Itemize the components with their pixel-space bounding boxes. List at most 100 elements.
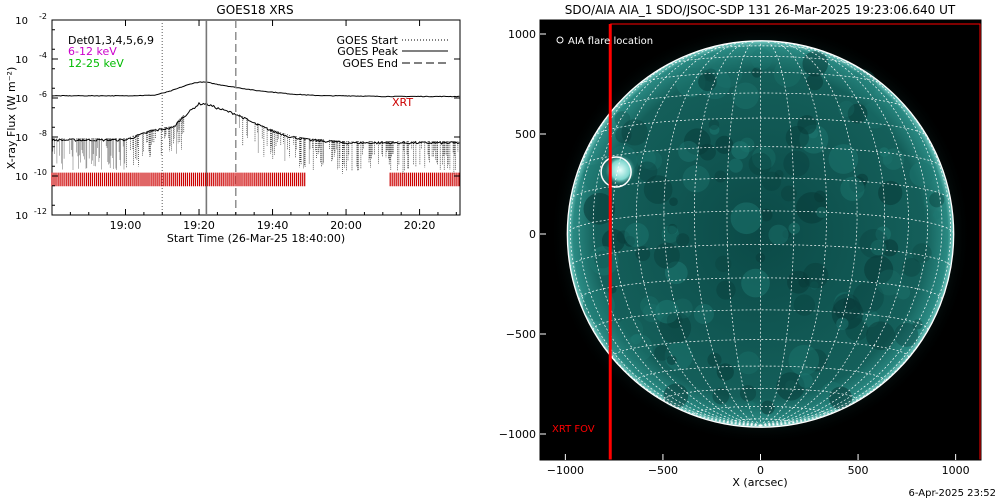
disk-texture-patch (732, 82, 759, 110)
footer-timestamp: 6-Apr-2025 23:52 (909, 488, 996, 499)
aia-y-tick-label: 0 (529, 228, 536, 241)
aia-legend-circle-icon (556, 36, 564, 44)
disk-texture-patch (804, 349, 828, 372)
disk-texture-patch (636, 149, 656, 169)
disk-texture-patch (715, 135, 734, 154)
goes-y-tick-label: 10 (15, 55, 28, 66)
disk-texture-patch (715, 255, 732, 273)
longitude-line (760, 76, 952, 427)
disk-texture-patch (836, 317, 849, 330)
disk-texture-patch (714, 170, 727, 183)
disk-texture-patch (716, 280, 736, 300)
disk-texture-patch (776, 372, 805, 401)
disk-texture-patch (816, 206, 828, 218)
legend-goes-peak: GOES Peak (337, 45, 398, 58)
disk-texture-patch (828, 144, 859, 174)
disk-texture-patch (787, 270, 810, 294)
disk-texture-patch (879, 147, 889, 158)
longitude-line (694, 40, 761, 427)
xrt-label: XRT (392, 96, 413, 109)
disk-texture-patch (759, 208, 773, 222)
longitude-line (612, 42, 761, 427)
solar-limb (566, 40, 955, 428)
goes-y-axis-label: X-ray Flux (W m⁻²) (5, 67, 18, 169)
disk-texture-patch (840, 176, 865, 201)
goes-plot-area (51, 20, 460, 215)
goes-noise-spikes (51, 114, 459, 174)
disk-texture-patch (666, 355, 677, 366)
longitude-line (760, 40, 795, 427)
aia-solar-image (549, 23, 981, 460)
longitude-line (760, 40, 827, 427)
aia-x-tick-label: 500 (848, 464, 869, 477)
xrt-fov-label: XRT FOV (552, 424, 595, 435)
latitude-line (637, 71, 884, 86)
disk-texture-patch (655, 299, 679, 324)
disk-texture-patch (881, 239, 899, 257)
goes-y-tick-exponent: -6 (39, 90, 47, 99)
disk-texture-patch (675, 67, 706, 98)
disk-texture-patch (615, 126, 632, 144)
disk-texture-patch (716, 363, 734, 381)
disk-texture-patch (878, 180, 903, 206)
disk-texture-patch (621, 119, 648, 146)
disk-texture-patch (625, 334, 653, 362)
disk-texture-patch (637, 161, 658, 182)
disk-texture-patch (788, 222, 801, 235)
disk-texture-patch (666, 312, 683, 329)
disk-texture-patch (780, 185, 797, 202)
disk-texture-patch (730, 202, 763, 235)
disk-texture-patch (617, 316, 644, 343)
disk-texture-patch (667, 223, 678, 235)
goes-xrs-panel: GOES18 XRS 10 -12 10 -10 10 -8 10 -6 10 -4 10 -2 19… (5, 3, 461, 245)
latitude-line (592, 309, 929, 330)
disk-texture-patch (739, 385, 757, 402)
aia-x-axis-label: X (arcsec) (732, 476, 787, 489)
xrt-coverage-ticks (389, 172, 460, 187)
disk-texture-patch (642, 303, 662, 323)
disk-texture-patch (669, 197, 678, 207)
disk-texture-patch (683, 128, 711, 156)
latitude-line (667, 55, 854, 66)
disk-texture-patch (601, 229, 626, 253)
disk-texture-patch (661, 225, 679, 243)
disk-texture-patch (929, 192, 945, 208)
disk-texture-patch (859, 229, 889, 259)
disk-texture-patch (751, 145, 776, 170)
latitude-line (570, 177, 951, 200)
disk-texture-patch (774, 169, 784, 179)
disk-texture-patch (810, 281, 819, 290)
disk-texture-patch (708, 119, 720, 130)
aia-x-tick-label: −500 (648, 464, 678, 477)
latitude-line (578, 146, 943, 168)
disk-texture-patch (876, 269, 903, 296)
aia-x-tick-label: 0 (757, 464, 764, 477)
goes-x-tick-label: 20:00 (330, 219, 362, 232)
longitude-line (760, 41, 886, 427)
disk-texture-patch (728, 158, 743, 173)
heliographic-grid (566, 40, 955, 428)
disk-texture-patch (653, 242, 680, 269)
flare-location-marker (600, 156, 632, 188)
aia-x-tick-label: 1000 (942, 464, 970, 477)
disk-texture-patch (798, 373, 813, 388)
disk-texture-patch (793, 294, 816, 316)
disk-texture-patch (582, 289, 615, 322)
aia-y-tick-label: −500 (506, 328, 536, 341)
disk-texture-patch (624, 222, 649, 248)
disk-texture-patch (663, 383, 689, 409)
legend-goes-start: GOES Start (337, 34, 399, 47)
disk-texture-patch (782, 229, 792, 239)
disk-texture-patch (761, 171, 782, 191)
latitude-line (578, 277, 943, 300)
longitude-line (578, 51, 761, 427)
latitude-line (698, 45, 823, 52)
goes-y-tick-exponent: -2 (39, 12, 47, 21)
disk-texture-patch (760, 400, 775, 415)
disk-texture-patch (712, 387, 730, 405)
longitude-line (663, 41, 761, 427)
legend-goes-end: GOES End (342, 57, 398, 70)
goes-y-tick-exponent: -8 (39, 129, 47, 138)
goes-y-tick-label: 10 (15, 94, 28, 105)
